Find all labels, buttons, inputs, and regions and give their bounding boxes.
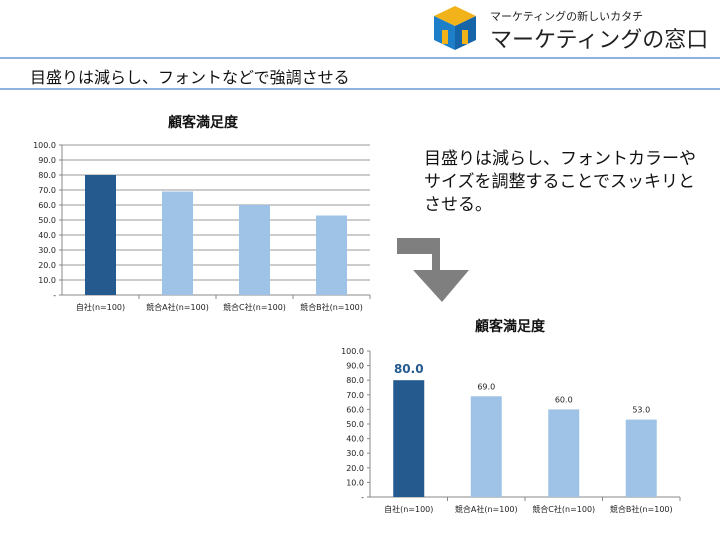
bar — [239, 205, 270, 295]
annotation-note: 目盛りは減らし、フォントカラーやサイズを調整することでスッキリとさせる。 — [424, 149, 696, 215]
y-tick-label: 80.0 — [38, 171, 56, 180]
y-tick-label: 60.0 — [38, 201, 56, 210]
x-tick-label: 競合A社(n=100) — [455, 504, 518, 514]
slide-title: 目盛りは減らし、フォントなどで強調させる — [30, 68, 350, 87]
y-tick-label: 90.0 — [38, 156, 56, 165]
x-tick-label: 競合B社(n=100) — [300, 302, 363, 312]
y-tick-label: 50.0 — [346, 420, 364, 429]
x-tick-label: 競合C社(n=100) — [223, 302, 286, 312]
data-label: 53.0 — [632, 406, 650, 415]
arrow-icon — [397, 238, 469, 302]
title-divider — [0, 88, 720, 90]
data-label: 60.0 — [555, 395, 573, 404]
chart-title: 顧客満足度 — [475, 318, 546, 335]
y-tick-label: - — [53, 291, 56, 300]
y-tick-label: 100.0 — [341, 347, 364, 356]
y-tick-label: 40.0 — [38, 231, 56, 240]
logo-cube-icon — [434, 6, 476, 50]
y-tick-label: 10.0 — [38, 276, 56, 285]
header-divider — [0, 57, 720, 59]
y-tick-label: 90.0 — [346, 362, 364, 371]
y-tick-label: 30.0 — [346, 449, 364, 458]
bar — [162, 191, 193, 295]
chart-after: 顧客満足度 - 10.0 20.0 30.0 40.0 50.0 60.0 70.0 80.0 90… — [341, 318, 681, 514]
y-tick-label: 20.0 — [38, 261, 56, 270]
data-label: 69.0 — [477, 382, 495, 391]
y-tick-label: 60.0 — [346, 405, 364, 414]
y-tick-label: 100.0 — [33, 141, 56, 150]
bar — [470, 396, 502, 497]
y-tick-label: 50.0 — [38, 216, 56, 225]
y-tick-label: 70.0 — [346, 391, 364, 400]
bar — [393, 380, 425, 497]
x-tick-label: 競合B社(n=100) — [610, 504, 673, 514]
bar — [316, 215, 347, 295]
x-tick-label: 競合C社(n=100) — [532, 504, 595, 514]
bar — [548, 409, 580, 497]
y-tick-label: - — [361, 493, 364, 502]
x-tick-label: 競合A社(n=100) — [146, 302, 209, 312]
logo — [430, 4, 720, 54]
y-tick-label: 80.0 — [346, 376, 364, 385]
y-tick-label: 30.0 — [38, 246, 56, 255]
y-tick-label: 20.0 — [346, 464, 364, 473]
chart-before: 顧客満足度 - 10.0 20.0 30.0 40.0 50.0 60.0 70.0 80.0 90… — [33, 114, 371, 312]
logo-title: マーケティングの窓口 — [490, 28, 709, 53]
y-tick-label: 40.0 — [346, 435, 364, 444]
data-label: 80.0 — [394, 362, 424, 376]
bar — [625, 419, 657, 497]
chart-title: 顧客満足度 — [168, 114, 239, 131]
y-tick-label: 70.0 — [38, 186, 56, 195]
logo-subtitle: マーケティングの新しいカタチ — [490, 10, 644, 23]
x-tick-label: 自社(n=100) — [76, 302, 125, 312]
x-tick-label: 自社(n=100) — [384, 504, 433, 514]
y-tick-label: 10.0 — [346, 478, 364, 487]
bar — [85, 175, 116, 295]
